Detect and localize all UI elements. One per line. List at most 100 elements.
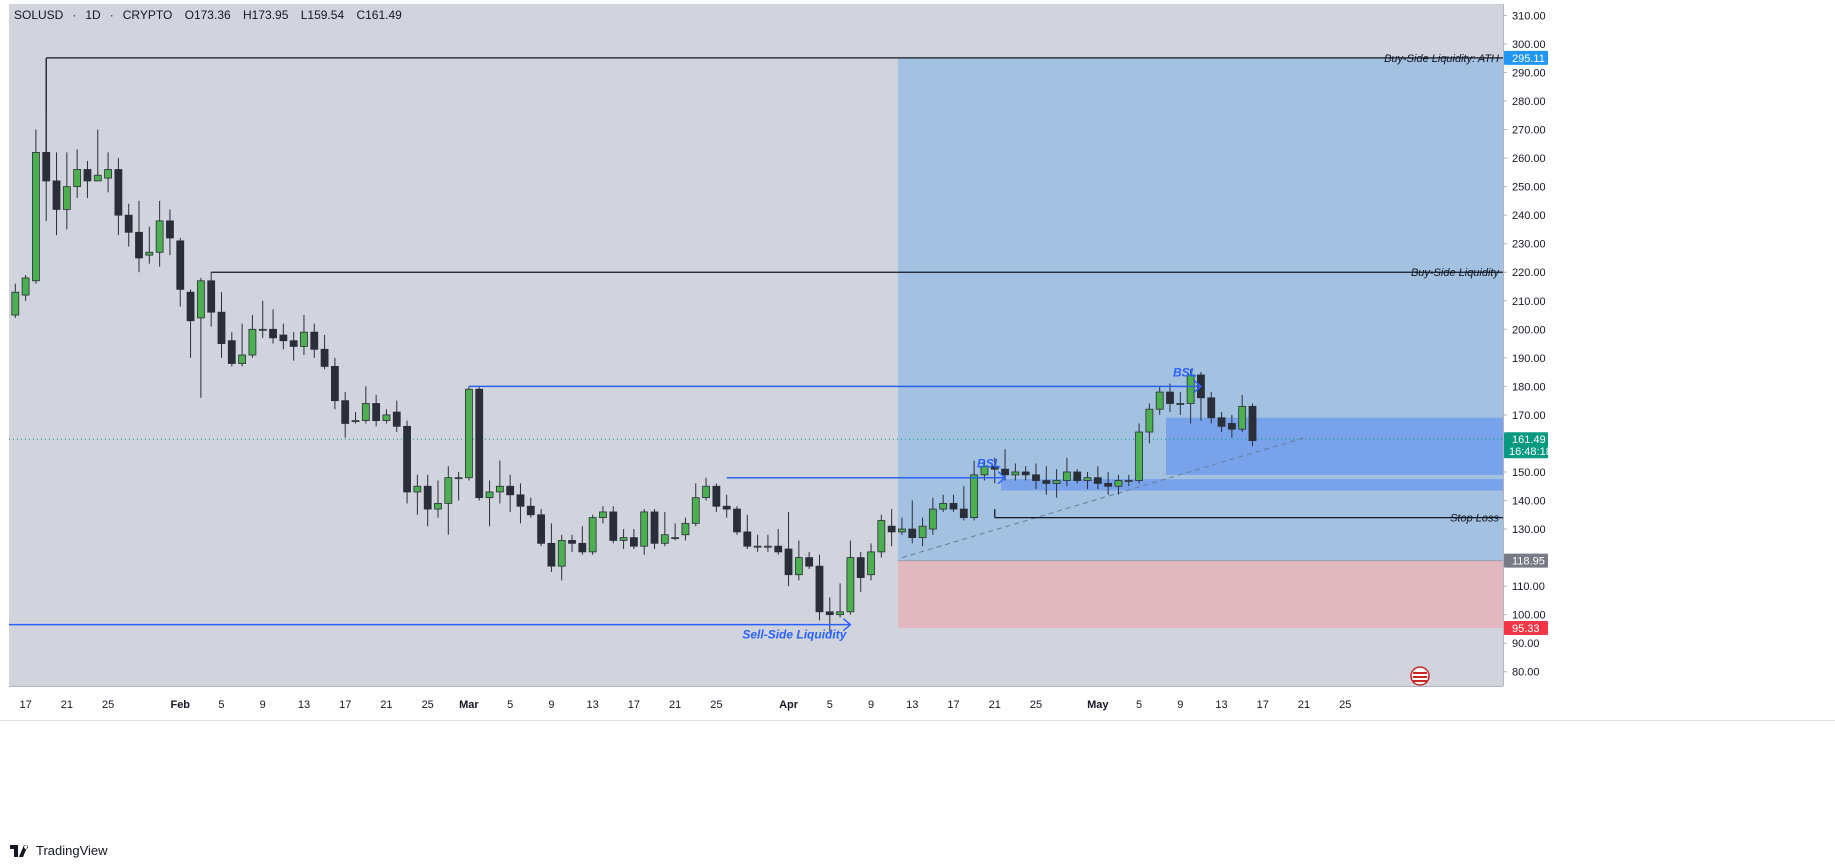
time-tick-label: 25 [422, 699, 434, 711]
bsl-march-swing-label: BSL [977, 457, 1001, 471]
sell-side-liquidity-label: Sell-Side Liquidity [742, 628, 847, 642]
candle-body [825, 611, 834, 616]
price-tick-label: 90.00 [1512, 638, 1540, 650]
target-price-badge: 295.11 [1504, 50, 1548, 65]
entry-price-badge: 118.95 [1504, 553, 1548, 568]
candle-body [743, 531, 752, 547]
bear-candle [516, 483, 525, 524]
candle-body [918, 525, 927, 539]
bsl-march-high-label: BSL [1173, 365, 1197, 379]
stop-zone [897, 560, 1503, 628]
candle-body [1176, 403, 1185, 405]
candle-body [485, 491, 494, 499]
bull-candle [1124, 474, 1133, 487]
candle-body [1227, 423, 1236, 430]
current-price-badge-countdown: 16:48:18 [1509, 446, 1552, 458]
bull-candle [454, 471, 463, 501]
bull-candle [557, 534, 566, 581]
candle-body [774, 545, 783, 553]
bear-candle [1042, 466, 1051, 495]
candle-body [238, 354, 247, 364]
candle-body [1, 315, 8, 378]
candle-body [660, 534, 669, 544]
bull-candle [248, 315, 257, 358]
candle-body [722, 505, 731, 510]
time-tick-label: 9 [260, 699, 266, 711]
bull-candle [1176, 392, 1185, 415]
candle-body [475, 388, 484, 499]
bull-candle [258, 300, 267, 338]
separator: · [72, 8, 77, 22]
bear-candle [403, 420, 411, 504]
bull-candle [1186, 369, 1195, 424]
price-tick-label: 300.00 [1512, 39, 1546, 51]
candle-body [104, 169, 112, 179]
bull-candle [62, 152, 71, 230]
candle-body [310, 331, 319, 350]
candle-body [784, 548, 793, 576]
price-tick-label: 210.00 [1512, 296, 1546, 308]
candles [1, 112, 1257, 632]
bull-candle [691, 483, 700, 527]
candle-body [1124, 480, 1133, 482]
bear-candle [279, 323, 288, 350]
bear-candle [990, 457, 999, 484]
time-tick-label: 25 [1030, 699, 1042, 711]
bull-candle [238, 323, 247, 367]
candle-body [516, 494, 525, 507]
bull-candle [640, 509, 649, 555]
candle-body [269, 328, 277, 339]
bear-candle [1104, 471, 1113, 495]
candle-body [1021, 471, 1030, 476]
price-tick-label: 130.00 [1512, 524, 1546, 536]
candle-body [526, 505, 535, 516]
candle-body [83, 169, 92, 182]
time-tick-label: 17 [947, 699, 959, 711]
bull-candle [1083, 471, 1092, 490]
candle-body [1135, 431, 1143, 481]
current-price-badge-text: 161.49 [1512, 434, 1546, 446]
order-block [1166, 417, 1503, 475]
candle-body [1207, 397, 1216, 419]
brand[interactable]: TradingView [10, 843, 108, 858]
bear-candle [825, 597, 834, 632]
interval[interactable]: 1D [85, 8, 101, 22]
candle-body [413, 485, 422, 493]
bull-candle [1135, 423, 1143, 484]
candle-body [846, 557, 855, 613]
bear-candle [547, 523, 556, 572]
time-tick-label: 5 [218, 699, 224, 711]
time-tick-label: 21 [669, 699, 681, 711]
time-tick-label: 17 [1257, 699, 1269, 711]
candle-body [712, 485, 721, 507]
bear-candle [1248, 403, 1257, 447]
symbol-name[interactable]: SOLUSD [14, 8, 64, 22]
candle-body [289, 340, 298, 347]
bear-candle [289, 332, 298, 361]
candle-body [908, 528, 917, 539]
current-price-badge-bg [1504, 432, 1548, 459]
candle-body [537, 514, 545, 544]
time-tick-label: 13 [298, 699, 310, 711]
bear-candle [207, 272, 216, 327]
plot-area: Buy-Side Liquidity: ATH Buy-Side Liquidit… [1, 53, 1503, 642]
candle-body [392, 411, 401, 427]
bear-candle [908, 500, 917, 544]
bear-candle [320, 335, 329, 370]
candle-body [372, 403, 381, 422]
candle-body [135, 231, 143, 259]
candle-body [691, 497, 700, 524]
candle-body [1063, 471, 1071, 481]
candle-body [341, 400, 350, 424]
candle-body [176, 240, 185, 290]
candle-body [114, 169, 123, 216]
candle-body [1052, 480, 1061, 484]
bull-candle [671, 523, 680, 541]
time-axis: 17 21 25 Feb 5 9 13 17 21 25 Mar 5 9 13 17 21 25 Apr 5 9 13 1… [9, 686, 1503, 711]
candle-body [805, 557, 814, 567]
bear-candle [176, 237, 185, 307]
price-tick-label: 190.00 [1512, 353, 1546, 365]
bear-candle [743, 514, 752, 550]
time-tick-label: 25 [1339, 699, 1351, 711]
